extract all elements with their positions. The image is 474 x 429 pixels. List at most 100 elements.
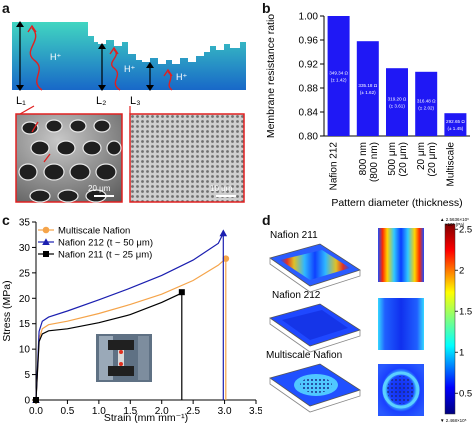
series-line [35,257,227,401]
stress-distribution-figure: Nafion 211 Nafion 212 Multiscale Nafion [266,217,472,423]
x-axis-label: Strain (mm mm⁻¹) [104,412,188,424]
colorbar-tick-label: 0.5 [459,389,472,400]
panel-label-d: d [262,212,271,228]
proton-path-2 [111,49,121,91]
panel-label-c: c [2,212,10,228]
legend-label: Nafion 211 (t ~ 25 μm) [58,250,152,261]
colorbar-tick-label: 2 [459,266,464,277]
panel-label-a: a [2,0,10,16]
bar [415,71,438,136]
x-tick-label: 1.0 [92,406,106,417]
x-tick-label: 0.5 [60,406,74,417]
category-label: Nafion 212 [329,142,340,191]
sem-image-holes: 20 μm [15,113,123,203]
bar [386,68,408,136]
colorbar-max-label: ▲ 2.5636×10⁶ [440,217,469,222]
panel-d: Nafion 211 Nafion 212 Multiscale Nafion [262,214,474,424]
series-start-marker [33,397,39,403]
colorbar-tick-label: 1.5 [459,307,472,318]
bar-chart: 0.80 0.84 0.88 0.92 0.96 1.00 Membrane resista… [265,12,470,209]
legend-label: Multiscale Nafion [58,226,130,237]
y-tick-label: 20 [19,294,31,305]
thickness-label-1: L₁ [16,95,26,107]
bar-value-label: 292.65 Ω [446,119,465,124]
x-tick-label: 2.5 [186,406,200,417]
category-label: 500 μm [387,142,398,176]
x-tick-label: 3.0 [218,406,232,417]
category-label: 20 μm [416,142,427,170]
panel-a: H⁺ H⁺ H⁺ L₁ L₂ L₃ 20 μm [10,14,250,206]
y-tick-label: 10 [19,345,31,356]
y-tick-label: 25 [19,268,31,279]
legend-marker [42,238,50,245]
bar [356,41,379,137]
proton-path-1 [29,27,43,91]
x-tick-label: 0.0 [29,406,43,417]
y-tick-label: 35 [19,218,31,229]
bar-value-label: (± 1.45) [447,126,463,131]
colorbar-max-unit: ×10⁶ (Pa) [445,222,465,227]
colorbar-min-label: ▼ 2.468×10⁵ [440,418,467,423]
stress-strain-chart: 0 5 10 15 20 25 30 35 0.0 0.5 1.0 1.5 2.0 2.5 3.0 3.5 St… [1,218,263,425]
y-tick-label: 5 [24,370,30,381]
y-axis-label: Stress (MPa) [1,280,13,341]
category-label: (800 nm) [369,142,380,182]
bar-value-label: 319.20 Ω [388,97,407,102]
sample-label-211: Nafion 211 [270,230,318,241]
proton-path-3 [167,71,173,91]
bar-value-label: 349.34 Ω [329,71,348,76]
stress-map-212 [378,298,424,350]
bar-value-label: (± 3.61) [389,104,405,109]
scalebar-label-1: 20 μm [88,184,111,193]
deformed-membrane-212 [269,303,361,353]
y-tick-label: 30 [19,243,31,254]
colorbar-tick-label: 1 [459,348,464,359]
y-tick-label: 15 [19,319,31,330]
scalebar-label-2: 10 μm [210,184,233,193]
tensile-test-photo [96,334,152,382]
series-end-marker [222,255,230,262]
category-label: (20 μm) [398,142,409,177]
stress-map-211 [378,228,424,282]
bar-value-label: 316.48 Ω [417,98,436,103]
sample-label-multiscale: Multiscale Nafion [266,350,342,361]
deformed-membrane-multiscale [269,363,361,413]
colorbar-tick-label: 2.5 [459,225,472,236]
panel-a-figure: H⁺ H⁺ H⁺ L₁ L₂ L₃ 20 μm [12,21,246,203]
y-tick-label: 0 [24,396,30,407]
y-tick-label: 0.88 [299,84,319,95]
category-label: (20 μm) [427,142,438,177]
x-tick-label: 1.5 [123,406,137,417]
bar-value-label: (± 1.62) [360,90,376,95]
bar [444,113,467,136]
y-tick-label: 1.00 [299,12,319,23]
bar [327,16,350,136]
y-tick-label: 0.80 [299,132,319,143]
series-end-marker [178,289,185,296]
panel-c: 0 5 10 15 20 25 30 35 0.0 0.5 1.0 1.5 2.0 2.5 3.0 3.5 St… [0,214,263,425]
sample-label-212: Nafion 212 [272,290,321,301]
x-axis-label: Pattern diameter (thickness) [331,197,462,209]
membrane-schematic [12,22,246,90]
y-tick-label: 0.92 [299,60,319,71]
bar-value-label: 335.18 Ω [358,83,377,88]
x-tick-label: 2.0 [155,406,169,417]
proton-label-2: H⁺ [124,64,135,74]
category-label: Multiscale [445,142,456,187]
legend-marker [42,226,50,234]
thickness-label-3: L₃ [130,95,141,107]
proton-label-1: H⁺ [50,52,61,62]
stress-map-multiscale [378,364,424,416]
bar-value-label: (± 2.02) [418,105,434,110]
x-tick-label: 3.5 [249,406,262,417]
panel-label-b: b [262,0,271,16]
proton-label-3: H⁺ [176,72,187,82]
y-axis-label: Membrane resistance ratio [265,14,277,138]
series-end-marker [219,229,228,237]
deformed-membrane-211 [269,243,361,293]
thickness-label-2: L₂ [96,95,106,107]
colorbar [444,223,456,415]
legend-label: Nafion 212 (t ~ 50 μm) [58,238,153,249]
bar-value-label: (± 1.42) [331,78,347,83]
category-label: 800 nm [358,142,369,175]
